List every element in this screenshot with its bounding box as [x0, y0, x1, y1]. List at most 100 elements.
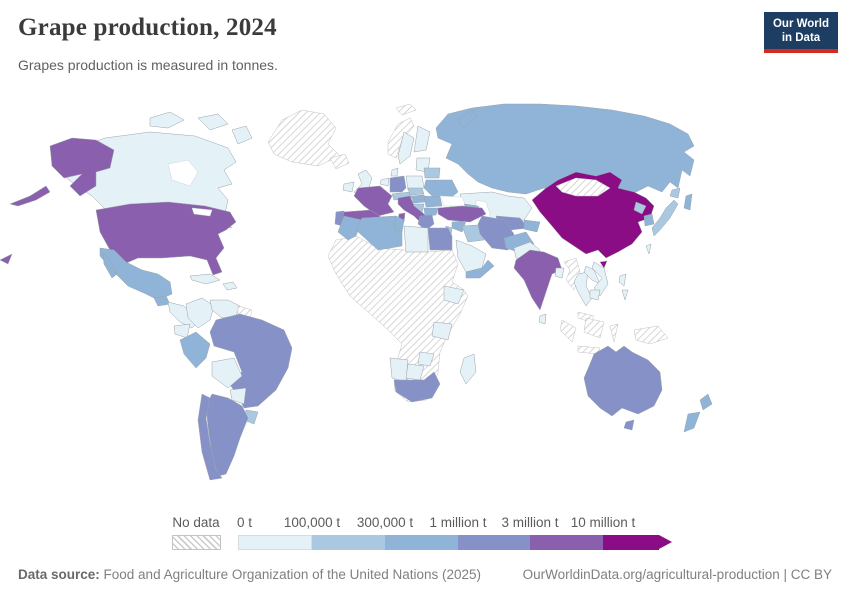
legend-stop-0: 0 t [237, 515, 253, 530]
country-russia-sakhalin[interactable] [683, 193, 693, 211]
country-norway[interactable] [387, 117, 415, 159]
country-argentina[interactable] [205, 393, 249, 477]
country-tunisia[interactable] [393, 215, 405, 233]
legend-band-4[interactable] [530, 535, 603, 550]
country-ecuador[interactable] [173, 323, 191, 339]
country-sri-lanka[interactable] [538, 313, 547, 325]
country-tanzania[interactable] [431, 321, 453, 341]
country-germany[interactable] [389, 175, 407, 193]
country-guatemala[interactable] [153, 295, 171, 307]
country-bolivia[interactable] [211, 357, 243, 389]
country-france[interactable] [353, 185, 395, 217]
legend-stop-2: 300,000 t [356, 515, 414, 530]
country-madagascar[interactable] [459, 353, 477, 385]
country-bangladesh[interactable] [554, 267, 565, 279]
country-namibia[interactable] [389, 357, 409, 383]
chart-footer: Data source: Food and Agriculture Organi… [18, 567, 832, 582]
country-libya[interactable] [403, 225, 429, 253]
country-finland[interactable] [413, 125, 431, 153]
country-africa-interior[interactable] [327, 235, 469, 403]
legend-band-3[interactable] [458, 535, 530, 550]
country-colombia[interactable] [185, 297, 215, 329]
country-south-africa[interactable] [393, 371, 441, 403]
black-sea [439, 195, 467, 207]
country-turkey[interactable] [437, 205, 487, 223]
country-peru[interactable] [179, 331, 211, 369]
country-north-korea[interactable] [633, 201, 647, 215]
country-philippines[interactable] [618, 273, 629, 301]
country-hispaniola[interactable] [222, 281, 238, 291]
map-legend: No data 0 t 100,000 t 300,000 t 1 millio… [0, 514, 850, 556]
country-new-zealand[interactable] [683, 393, 713, 433]
country-bulgaria[interactable] [423, 207, 439, 217]
country-syria[interactable] [451, 220, 467, 233]
legend-band-1[interactable] [312, 535, 385, 550]
country-indonesia[interactable] [559, 317, 619, 355]
legend-stop-5: 10 million t [570, 515, 636, 530]
country-new-guinea[interactable] [633, 325, 669, 345]
country-mongolia[interactable] [555, 177, 611, 197]
owid-logo-line1: Our World [772, 18, 829, 30]
country-south-korea[interactable] [643, 213, 655, 227]
country-canada-arctic2[interactable] [197, 113, 229, 131]
country-russia[interactable] [435, 103, 695, 195]
country-denmark[interactable] [390, 167, 399, 177]
country-greece[interactable] [417, 214, 435, 231]
country-greenland[interactable] [267, 109, 341, 167]
country-iceland[interactable] [329, 153, 350, 170]
legend-arrow [659, 535, 672, 549]
legend-band-0[interactable] [238, 535, 312, 550]
country-saudi-arabia[interactable] [455, 239, 487, 273]
country-sweden[interactable] [397, 131, 415, 165]
legend-stop-4: 3 million t [501, 515, 559, 530]
country-czech-slovakia[interactable] [407, 187, 425, 196]
legend-band-5[interactable] [603, 535, 659, 550]
country-japan[interactable] [651, 187, 681, 237]
country-yemen-oman[interactable] [465, 259, 495, 279]
country-netherlands-belgium[interactable] [379, 177, 390, 187]
legend-no-data-label: No data [172, 515, 220, 530]
country-usa-alaska[interactable] [9, 137, 115, 207]
country-egypt[interactable] [427, 227, 453, 251]
country-taiwan[interactable] [645, 243, 652, 255]
country-kyrgyz-tajik[interactable] [523, 219, 541, 233]
country-china[interactable] [531, 171, 655, 269]
country-chile[interactable] [197, 393, 223, 481]
country-ethiopia[interactable] [443, 285, 465, 305]
owid-logo[interactable]: Our World in Data [764, 12, 838, 53]
page-subtitle: Grapes production is measured in tonnes. [18, 57, 278, 73]
country-australia[interactable] [583, 345, 663, 431]
data-source-text: Food and Agriculture Organization of the… [99, 567, 482, 582]
data-source-line: Data source: Food and Agriculture Organi… [18, 567, 481, 582]
country-cambodia[interactable] [589, 289, 601, 301]
country-mexico[interactable] [99, 247, 173, 301]
footer-link[interactable]: OurWorldinData.org/agricultural-producti… [522, 567, 832, 582]
country-ireland[interactable] [342, 181, 355, 193]
legend-stop-1: 100,000 t [283, 515, 341, 530]
country-iraq[interactable] [461, 224, 485, 243]
owid-logo-line2: in Data [781, 32, 821, 45]
country-paraguay[interactable] [229, 387, 247, 405]
country-morocco[interactable] [337, 215, 363, 241]
hudson-bay [167, 159, 199, 187]
country-india[interactable] [513, 249, 563, 311]
world-map-svg [0, 103, 713, 481]
country-usa-aleutian[interactable] [0, 253, 13, 265]
country-russia-novaya-zemlya[interactable] [457, 109, 478, 129]
country-cuba[interactable] [189, 273, 221, 285]
legend-stop-3: 1 million t [429, 515, 487, 530]
country-svalbard[interactable] [395, 103, 417, 116]
country-belarus[interactable] [423, 167, 441, 179]
country-romania[interactable] [423, 195, 443, 208]
country-zimbabwe[interactable] [417, 351, 435, 367]
world-map [0, 100, 850, 505]
legend-no-data-swatch[interactable] [172, 535, 221, 550]
data-source-label: Data source: [18, 567, 100, 582]
country-canada-arctic1[interactable] [149, 111, 185, 129]
great-lakes [191, 207, 213, 217]
country-canada-baffin[interactable] [231, 125, 253, 145]
legend-band-2[interactable] [385, 535, 458, 550]
country-laos[interactable] [583, 265, 601, 285]
owid-logo-accent-bar [764, 49, 838, 53]
